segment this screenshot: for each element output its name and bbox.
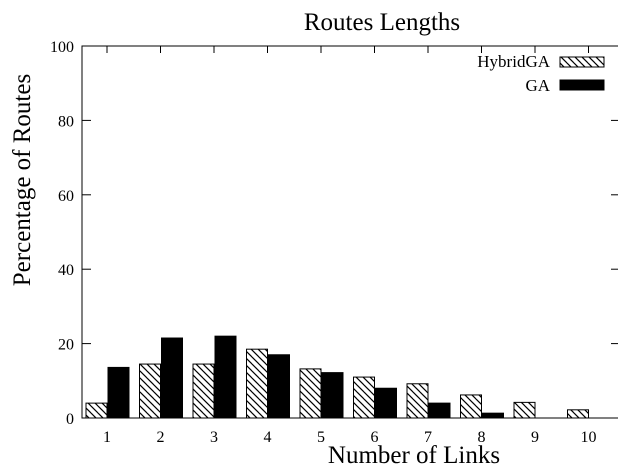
x-tick-label-6: 6	[371, 429, 379, 446]
y-tick-label-0: 0	[66, 411, 74, 428]
bar-ga-7	[428, 402, 451, 419]
bar-hybridga-10	[567, 409, 589, 419]
bar-hybridga-7	[406, 383, 429, 419]
x-tick-label-9: 9	[531, 429, 539, 446]
legend-swatch-ga	[559, 79, 605, 91]
bars-layer	[85, 335, 589, 419]
bar-hybridga-1	[85, 402, 108, 419]
y-tick-label-100: 100	[50, 39, 74, 56]
y-axis-label: Percentage of Routes	[9, 74, 36, 286]
bar-ga-5	[321, 372, 344, 419]
x-tick-label-5: 5	[317, 429, 325, 446]
bar-ga-1	[107, 366, 130, 419]
bar-ga-3	[214, 335, 237, 419]
legend-label-hybridga: HybridGA	[477, 52, 550, 71]
axis-ticks: 0 20 40 60 80 100 1 2 3 4 5 6 7 8 9 10	[50, 39, 618, 446]
bar-hybridga-6	[353, 376, 375, 419]
x-tick-label-8: 8	[478, 429, 486, 446]
y-tick-label-40: 40	[58, 262, 74, 279]
x-tick-label-7: 7	[424, 429, 432, 446]
bar-ga-4	[268, 354, 290, 419]
bar-hybridga-8	[460, 394, 482, 419]
y-tick-label-20: 20	[58, 337, 74, 354]
bar-ga-6	[375, 387, 397, 419]
chart-title: Routes Lengths	[304, 9, 460, 36]
bar-ga-8	[482, 412, 504, 419]
x-tick-label-4: 4	[264, 429, 272, 446]
bar-hybridga-5	[299, 368, 322, 419]
bar-ga-2	[161, 337, 183, 419]
x-tick-label-2: 2	[157, 429, 165, 446]
x-tick-label-10: 10	[581, 429, 597, 446]
x-tick-label-1: 1	[103, 429, 111, 446]
plot-frame	[81, 45, 618, 419]
bar-hybridga-9	[513, 401, 536, 419]
legend-swatch-hybridga	[559, 56, 605, 68]
x-tick-label-3: 3	[210, 429, 218, 446]
bar-hybridga-4	[246, 348, 268, 419]
legend-label-ga: GA	[525, 76, 550, 95]
bar-hybridga-3	[192, 363, 215, 419]
x-axis-label: Number of Links	[328, 442, 500, 468]
legend: HybridGA GA	[477, 52, 605, 95]
bar-hybridga-2	[139, 363, 161, 419]
y-tick-label-60: 60	[58, 188, 74, 205]
y-tick-label-80: 80	[58, 113, 74, 130]
